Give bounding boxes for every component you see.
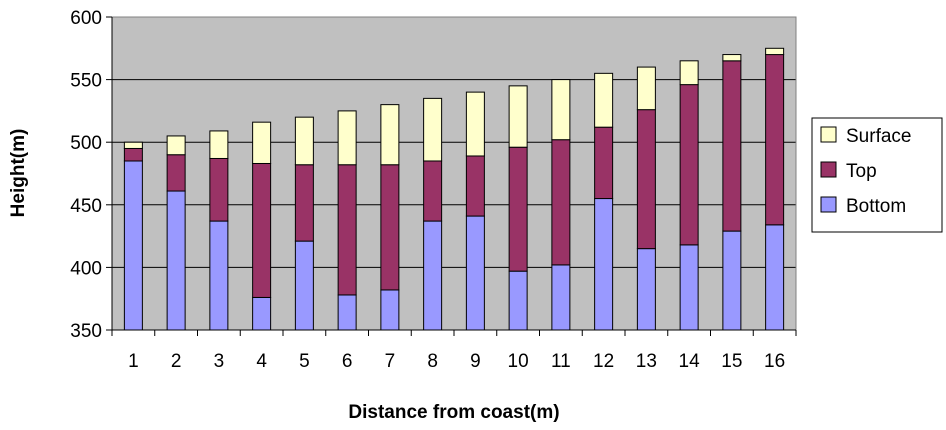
legend-label-surface: Surface	[846, 126, 911, 147]
y-tick-labels: 350 400 450 500 550 600	[70, 8, 102, 342]
y-tick-label: 600	[70, 8, 102, 29]
legend-swatch-surface	[820, 126, 837, 143]
y-axis-title: Height(m)	[8, 129, 29, 218]
bar-segment-bottom	[123, 160, 143, 331]
bar-segment-top	[123, 147, 143, 162]
bar-segment-bottom	[765, 224, 785, 331]
bar-segment-top	[294, 164, 314, 242]
legend-label-bottom: Bottom	[846, 196, 906, 217]
bar-segment-surface	[252, 121, 272, 164]
legend: Surface Top Bottom	[811, 117, 943, 233]
bar-segment-surface	[679, 60, 699, 86]
x-tick-label: 15	[721, 351, 742, 372]
bar-segment-surface	[636, 66, 656, 111]
bar-segment-bottom	[337, 294, 357, 331]
x-axis-title: Distance from coast(m)	[348, 402, 559, 423]
bar-segment-bottom	[722, 230, 742, 331]
bar-segment-bottom	[636, 248, 656, 331]
x-tick-label: 2	[171, 351, 182, 372]
x-tick-label: 3	[214, 351, 225, 372]
bar-segment-bottom	[465, 215, 485, 331]
bar-segment-top	[636, 109, 656, 250]
x-tick-label: 12	[593, 351, 614, 372]
y-tick-label: 550	[70, 71, 102, 92]
bar-segment-surface	[423, 97, 443, 162]
bar-segment-top	[765, 54, 785, 226]
bar-segment-top	[508, 146, 528, 272]
x-tick-label: 13	[636, 351, 657, 372]
bar-segment-surface	[123, 141, 143, 149]
bar-segment-surface	[337, 110, 357, 166]
legend-swatch-bottom	[820, 196, 837, 213]
x-tick-label: 1	[128, 351, 139, 372]
bar-segment-top	[594, 126, 614, 200]
bar-segment-bottom	[508, 270, 528, 331]
bar-segment-bottom	[594, 198, 614, 331]
bar-segment-top	[380, 164, 400, 291]
x-tick-label: 10	[508, 351, 529, 372]
y-tick-label: 350	[70, 321, 102, 342]
x-tick-label: 14	[679, 351, 701, 372]
bar-segment-surface	[508, 85, 528, 148]
x-tick-labels: 1 2 3 4 5 6 7 8 9 10 11 12 13 14 15 16	[128, 351, 785, 372]
bar-segment-surface	[465, 91, 485, 157]
legend-label-top: Top	[846, 161, 877, 182]
bar-segment-top	[337, 164, 357, 296]
bar-segment-surface	[294, 116, 314, 166]
x-tick-label: 7	[385, 351, 396, 372]
bar-segment-bottom	[209, 220, 229, 331]
bar-segment-surface	[765, 47, 785, 56]
x-tick-label: 16	[764, 351, 785, 372]
x-tick-label: 5	[299, 351, 310, 372]
x-tick-label: 9	[470, 351, 481, 372]
bar-segment-top	[252, 162, 272, 298]
x-tick-label: 8	[427, 351, 438, 372]
axes	[106, 16, 797, 336]
bar-segment-bottom	[551, 264, 571, 331]
x-tick-label: 4	[256, 351, 267, 372]
bar-segment-top	[465, 155, 485, 217]
bar-segment-bottom	[294, 240, 314, 331]
bar-segment-surface	[209, 130, 229, 159]
bar-segment-surface	[166, 135, 186, 156]
bar-segment-surface	[380, 104, 400, 166]
legend-swatch-top	[820, 161, 837, 178]
bar-segment-top	[209, 157, 229, 222]
bar-segment-top	[722, 60, 742, 232]
x-tick-label: 11	[551, 351, 571, 372]
bar-segment-bottom	[679, 244, 699, 331]
bar-segment-bottom	[380, 289, 400, 331]
y-tick-label: 400	[70, 258, 102, 279]
bar-segment-surface	[722, 54, 742, 62]
bars	[123, 47, 785, 331]
bar-segment-surface	[594, 72, 614, 128]
bar-segment-bottom	[423, 220, 443, 331]
bar-segment-top	[423, 160, 443, 222]
bar-segment-top	[679, 84, 699, 246]
x-tick-label: 6	[342, 351, 353, 372]
bar-segment-surface	[551, 79, 571, 141]
y-tick-label: 450	[70, 196, 102, 217]
bar-segment-bottom	[166, 190, 186, 331]
bar-segment-top	[551, 139, 571, 266]
y-tick-label: 500	[70, 133, 102, 154]
bar-segment-bottom	[252, 296, 272, 331]
bar-segment-top	[166, 154, 186, 192]
